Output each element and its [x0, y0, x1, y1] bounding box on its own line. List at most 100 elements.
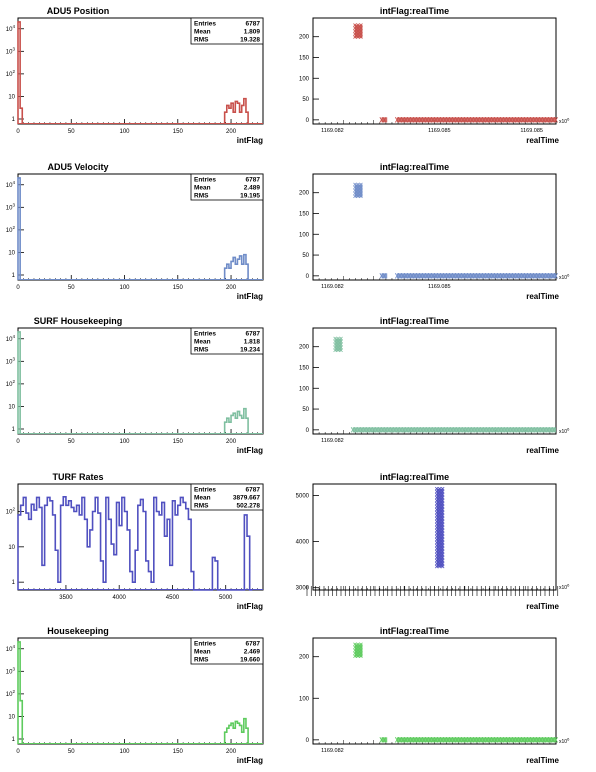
scatter-point — [476, 427, 481, 433]
scatter-point — [535, 737, 540, 743]
scatter-point — [415, 273, 420, 279]
scatter-point — [353, 648, 357, 653]
y-tick-label: 150 — [299, 365, 310, 371]
x-axis-label: realTime — [526, 602, 559, 611]
scatter-point — [460, 273, 465, 279]
scatter-point — [356, 26, 360, 30]
scatter-point — [437, 504, 442, 509]
scatter-cluster — [434, 486, 445, 569]
scatter-point — [409, 737, 414, 743]
x-tick-label: 200 — [226, 749, 237, 755]
scatter-point — [499, 117, 504, 123]
x-axis-label: realTime — [526, 446, 559, 455]
scatter-point — [500, 427, 505, 433]
scatter-point — [434, 516, 439, 521]
scatter-point — [339, 348, 343, 353]
x-axis-label: realTime — [526, 756, 559, 765]
scatter-point — [494, 427, 499, 433]
scatter-point — [514, 117, 519, 123]
scatter-point — [382, 117, 387, 123]
scatter-point — [520, 273, 525, 279]
scatter-point — [505, 273, 510, 279]
x-tick-label: 100 — [120, 749, 131, 755]
scatter-point — [469, 117, 474, 123]
scatter-point — [529, 117, 534, 123]
scatter-point — [470, 427, 475, 433]
scatter-point — [400, 273, 405, 279]
scatter-point — [538, 737, 543, 743]
scatter-point — [436, 117, 441, 123]
scatter-point — [336, 339, 340, 344]
scatter-point — [437, 519, 442, 524]
scatter-point — [436, 737, 441, 743]
y-tick-label: 102 — [6, 506, 16, 515]
scatter-point — [430, 737, 435, 743]
scatter-point — [397, 117, 402, 123]
scatter-cluster — [379, 117, 388, 123]
scatter-point — [403, 117, 408, 123]
x-tick-label: 150 — [173, 129, 184, 135]
scatter-point — [541, 117, 546, 123]
histogram-series — [17, 177, 249, 280]
y-tick-label: 102 — [6, 69, 16, 78]
plot-frame — [312, 483, 557, 591]
scatter-point — [427, 273, 432, 279]
y-tick-label: 10 — [8, 250, 15, 256]
scatter-point — [437, 501, 442, 506]
scatter-point — [457, 737, 462, 743]
scatter-point — [490, 737, 495, 743]
scatter-point — [473, 427, 478, 433]
y-tick-label: 100 — [299, 386, 310, 392]
scatter-point — [550, 117, 555, 123]
x-axis-label: intFlag — [237, 446, 263, 455]
scatter-point — [467, 427, 472, 433]
scatter-point — [526, 273, 531, 279]
scatter-point — [493, 737, 498, 743]
stats-entries-label: Entries — [194, 21, 216, 28]
scatter-point — [497, 427, 502, 433]
stats-entries-value: 6787 — [246, 641, 261, 648]
scatter-point — [416, 427, 421, 433]
scatter-point — [359, 23, 363, 27]
scatter-point — [437, 427, 442, 433]
scatter-point — [353, 26, 357, 30]
scatter-point — [437, 558, 442, 563]
scatter-point — [532, 117, 537, 123]
scatter-point — [508, 273, 513, 279]
scatter-point — [359, 651, 363, 656]
x-tick-label: 50 — [68, 129, 75, 135]
stats-rms-value: 19.660 — [240, 657, 260, 664]
scatter-point — [430, 117, 435, 123]
scatter-point — [440, 537, 445, 542]
scatter-point — [356, 29, 360, 33]
stats-rms-label: RMS — [194, 503, 209, 510]
scatter-band — [396, 117, 556, 123]
stats-entries-value: 6787 — [246, 177, 261, 184]
scatter-point — [415, 117, 420, 123]
scatter-point — [437, 489, 442, 494]
scatter-point — [392, 427, 397, 433]
stats-box: Entries 6787 Mean 2.469 RMS 19.660 — [190, 637, 264, 665]
scatter-point — [440, 507, 445, 512]
stats-mean-label: Mean — [194, 495, 211, 502]
scatter-point — [353, 642, 357, 647]
x-tick-label: 0 — [16, 285, 20, 291]
scatter-point — [389, 427, 394, 433]
scatter-point — [382, 737, 387, 743]
scatter-point — [434, 519, 439, 524]
y-tick-label: 0 — [306, 428, 310, 434]
scatter-point — [479, 427, 484, 433]
x-tick-label: 1169.082 — [321, 438, 344, 444]
scatter-point — [418, 117, 423, 123]
scatter-point — [443, 427, 448, 433]
scatter-point — [412, 737, 417, 743]
scatter-point — [553, 737, 558, 743]
scatter-point — [442, 273, 447, 279]
stats-mean-value: 3879.667 — [233, 495, 260, 502]
stats-box-frame — [190, 483, 264, 511]
y-tick-label: 10 — [8, 404, 15, 410]
scatter-point — [454, 273, 459, 279]
scatter-point — [529, 273, 534, 279]
y-tick-label: 104 — [6, 180, 16, 189]
